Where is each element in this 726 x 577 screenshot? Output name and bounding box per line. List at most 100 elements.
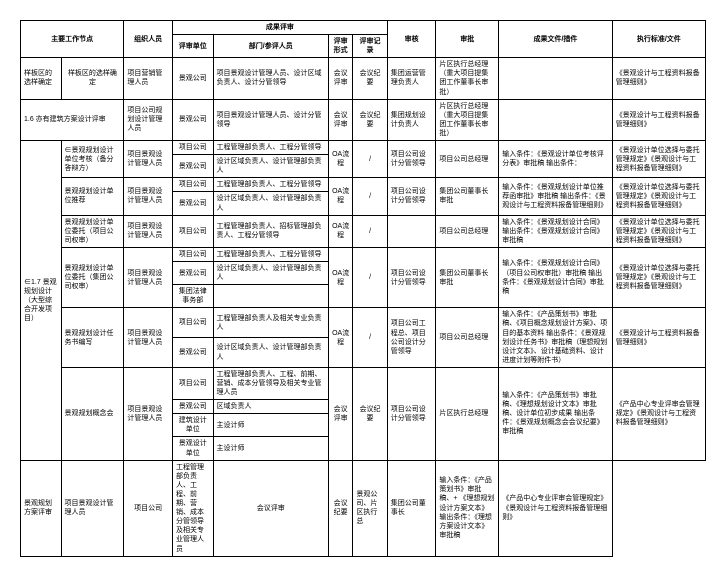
- unit-cell: 景观公司: [172, 338, 213, 368]
- approve-cell: 集团公司董事长审批: [436, 247, 499, 307]
- unit-cell: 项目公司: [172, 178, 213, 192]
- h-form: 评审形式: [329, 35, 353, 58]
- standard-cell: 《景观设计单位选择与委托管理规定》《景观设计与工程资料报备管理细则》: [612, 215, 705, 247]
- sub-node: 景观规划概念会: [61, 367, 124, 460]
- output-cell: 输入条件：《景观规划设计合同》（项目公司权审批）审批稿 输出条件：《景观规划设计…: [499, 247, 612, 307]
- dept-cell: 设计区域负责人、设计管理部负责人: [213, 192, 329, 215]
- h-result: 成果评审: [172, 21, 387, 35]
- standard-cell: 《景观设计单位选择与委托管理规定》《景观设计与工程资料报备管理细则》: [612, 247, 705, 307]
- dept-cell: [213, 285, 329, 308]
- dept-cell: 项目景观设计管理人员、设计区域负责人、设计分管领导: [213, 58, 329, 99]
- table-row: 景观规划设计单位委托（项目公司权审） 项目景观设计管理人员 项目公司 工程管理部…: [21, 215, 706, 247]
- table-row: 1.6 亦有建筑方案设计评审 项目公司规划设计管理人员 景观公司 项目景观设计管…: [21, 99, 706, 140]
- output-cell: [499, 58, 612, 99]
- record-cell: /: [353, 178, 387, 215]
- unit-cell: 项目公司: [172, 247, 213, 261]
- org-cell: 项目景观设计管理人员: [61, 460, 124, 556]
- output-cell: [499, 99, 612, 140]
- record-cell: /: [353, 247, 387, 307]
- unit-cell: 景观公司: [172, 400, 213, 414]
- sub-node: 景观规划方案评审: [21, 460, 62, 556]
- approve-cell: 集团公司董事长: [387, 460, 436, 556]
- standard-cell: 《景观设计与工程资料报备管理细则》: [612, 58, 705, 99]
- table-row: 景观规划设计单位委托（集团公司权审） 项目景观设计管理人员 项目公司 工程管理部…: [21, 247, 706, 261]
- unit-cell: 项目公司: [172, 308, 213, 338]
- check-cell: 项目公司设计分管领导: [387, 141, 436, 178]
- unit-cell: 景观公司: [172, 192, 213, 215]
- dept-cell: 工程管理部负责人及相关专业负责人: [213, 308, 329, 338]
- record-cell: /: [353, 215, 387, 247]
- record-cell: 会议纪要: [329, 460, 353, 556]
- form-cell: OA流程: [329, 215, 353, 247]
- record-cell: 会议纪要: [353, 99, 387, 140]
- unit-cell: 建筑设计单位: [172, 414, 213, 437]
- h-main: 主要工作节点: [21, 21, 124, 58]
- record-cell: 会议纪要: [353, 367, 387, 460]
- org-cell: 项目景观设计管理人员: [124, 367, 173, 460]
- unit-cell: 景观公司: [172, 58, 213, 99]
- approve-cell: 片区执行总经理（重大项目提集团工作董事长审批）: [436, 99, 499, 140]
- dept-cell: 设计区域负责人、设计管理部负责人: [213, 338, 329, 368]
- org-cell: 项目景观设计管理人员: [124, 247, 173, 307]
- dept-cell: 工程管理部负责人、工程分管领导: [213, 247, 329, 261]
- check-cell: 集团规划设计负责人: [387, 99, 436, 140]
- dept-cell: 主设计师: [213, 437, 329, 460]
- org-cell: 项目公司规划设计管理人员: [124, 99, 173, 140]
- check-cell: 项目公司工程总、项目公司设计分管领导: [387, 308, 436, 368]
- dept-cell: 工程管理部负责人、工程、前期、营销、成本分管领导及相关专业管理人员: [213, 367, 329, 399]
- unit-cell: 景观公司: [172, 155, 213, 178]
- form-cell: OA流程: [329, 308, 353, 368]
- check-cell: [387, 215, 436, 247]
- record-cell: /: [353, 141, 387, 178]
- approve-cell: 项目公司总经理: [436, 141, 499, 178]
- form-cell: 会议评审: [329, 367, 353, 460]
- unit-cell: 景观公司: [172, 261, 213, 284]
- h-org: 组织人员: [124, 21, 173, 58]
- sub-node: 景观规划设计任务书编写: [61, 308, 124, 368]
- approve-cell: 项目公司总经理: [436, 308, 499, 368]
- table-row: ∈1.7 景观规划设计（大型综合开发项目） ∈景观规划设计单位考核（备分答辩方）…: [21, 141, 706, 155]
- h-output: 成果文件/措件: [499, 21, 612, 58]
- unit-cell: 项目公司: [124, 460, 173, 556]
- dept-cell: 区域负责人: [213, 400, 329, 414]
- unit-cell: 集团法律事务部: [172, 285, 213, 308]
- org-cell: 项目营销管理人员: [124, 58, 173, 99]
- sub-node: 景观规划设计单位委托（集团公司权审）: [61, 247, 124, 307]
- workflow-table: 主要工作节点 组织人员 成果评审 审核 审批 成果文件/措件 执行标准/文件 评…: [20, 20, 706, 557]
- output-cell: 输入条件：《景观设计单位考核评分表》审批稿 输出条件：: [499, 141, 612, 178]
- standard-cell: 《景观设计与工程资料报备管理细则》: [612, 308, 705, 368]
- output-cell: 输入条件：《景观规划设计单位推荐函审批》审批稿 输出条件：《景观设计与工程资料报…: [499, 178, 612, 215]
- check-cell: 项目公司设计分管领导: [387, 367, 436, 460]
- output-cell: 输入条件：《产品策划书》审批稿、《项目概念规划设计方案》、项目的基本资料 输出条…: [499, 308, 612, 368]
- check-cell: 景观公司、片区执行总: [353, 460, 387, 556]
- dept-cell: 设计区域负责人、设计管理部负责人: [213, 261, 329, 284]
- table-row: 景观规划方案评审 项目景观设计管理人员 项目公司 工程管理部负责人、工程、前期、…: [21, 460, 706, 556]
- standard-cell: 《产品中心专业评审会管理规定》《景观设计与工程资料报备管理细则》: [499, 460, 612, 556]
- unit-cell: 项目公司: [172, 367, 213, 399]
- dept-cell: 工程管理部负责人、招标管理部负责人、工程分管领导: [213, 215, 329, 247]
- table-row: 景观规划设计任务书编写 项目景观设计管理人员 项目公司 工程管理部负责人及相关专…: [21, 308, 706, 338]
- table-row: 样板区的选样确定 样板区的选样确定 项目营销管理人员 景观公司 项目景观设计管理…: [21, 58, 706, 99]
- main-node: 1.6 亦有建筑方案设计评审: [21, 99, 124, 140]
- table-row: 景观规划设计单位推荐 项目景观设计管理人员 项目公司 工程管理部负责人、工程分管…: [21, 178, 706, 192]
- h-unit: 评审单位: [172, 35, 213, 58]
- h-record: 评审记录: [353, 35, 387, 58]
- dept-cell: 工程管理部负责人、工程分管领导: [213, 178, 329, 192]
- record-cell: /: [353, 308, 387, 368]
- output-cell: 输入条件：《产品策划书》审批稿、+ 《理想规划设计方案文本》 输出条件：《理想方…: [436, 460, 499, 556]
- dept-cell: 工程管理部负责人、工程分管领导: [213, 141, 329, 155]
- sub-node: 景观规划设计单位推荐: [61, 178, 124, 215]
- table-row: 景观规划概念会 项目景观设计管理人员 项目公司 工程管理部负责人、工程、前期、营…: [21, 367, 706, 399]
- group-main: ∈1.7 景观规划设计（大型综合开发项目）: [21, 141, 62, 461]
- unit-cell: 景观设计单位: [172, 437, 213, 460]
- output-cell: 输入条件：《景观规划设计合同》 输出条件：《景观规划设计合同》审批稿: [499, 215, 612, 247]
- org-cell: 项目景观设计管理人员: [124, 141, 173, 178]
- sub-node: 样板区的选样确定: [61, 58, 124, 99]
- check-cell: 项目公司设计分管领导: [387, 247, 436, 307]
- h-approve: 审批: [436, 21, 499, 58]
- dept-cell: 项目景观设计管理人员、设计分管领导: [213, 99, 329, 140]
- form-cell: OA流程: [329, 178, 353, 215]
- form-cell: 会议评审: [329, 58, 353, 99]
- form-cell: OA流程: [329, 141, 353, 178]
- dept-cell: 设计区域负责人、设计管理部负责人: [213, 155, 329, 178]
